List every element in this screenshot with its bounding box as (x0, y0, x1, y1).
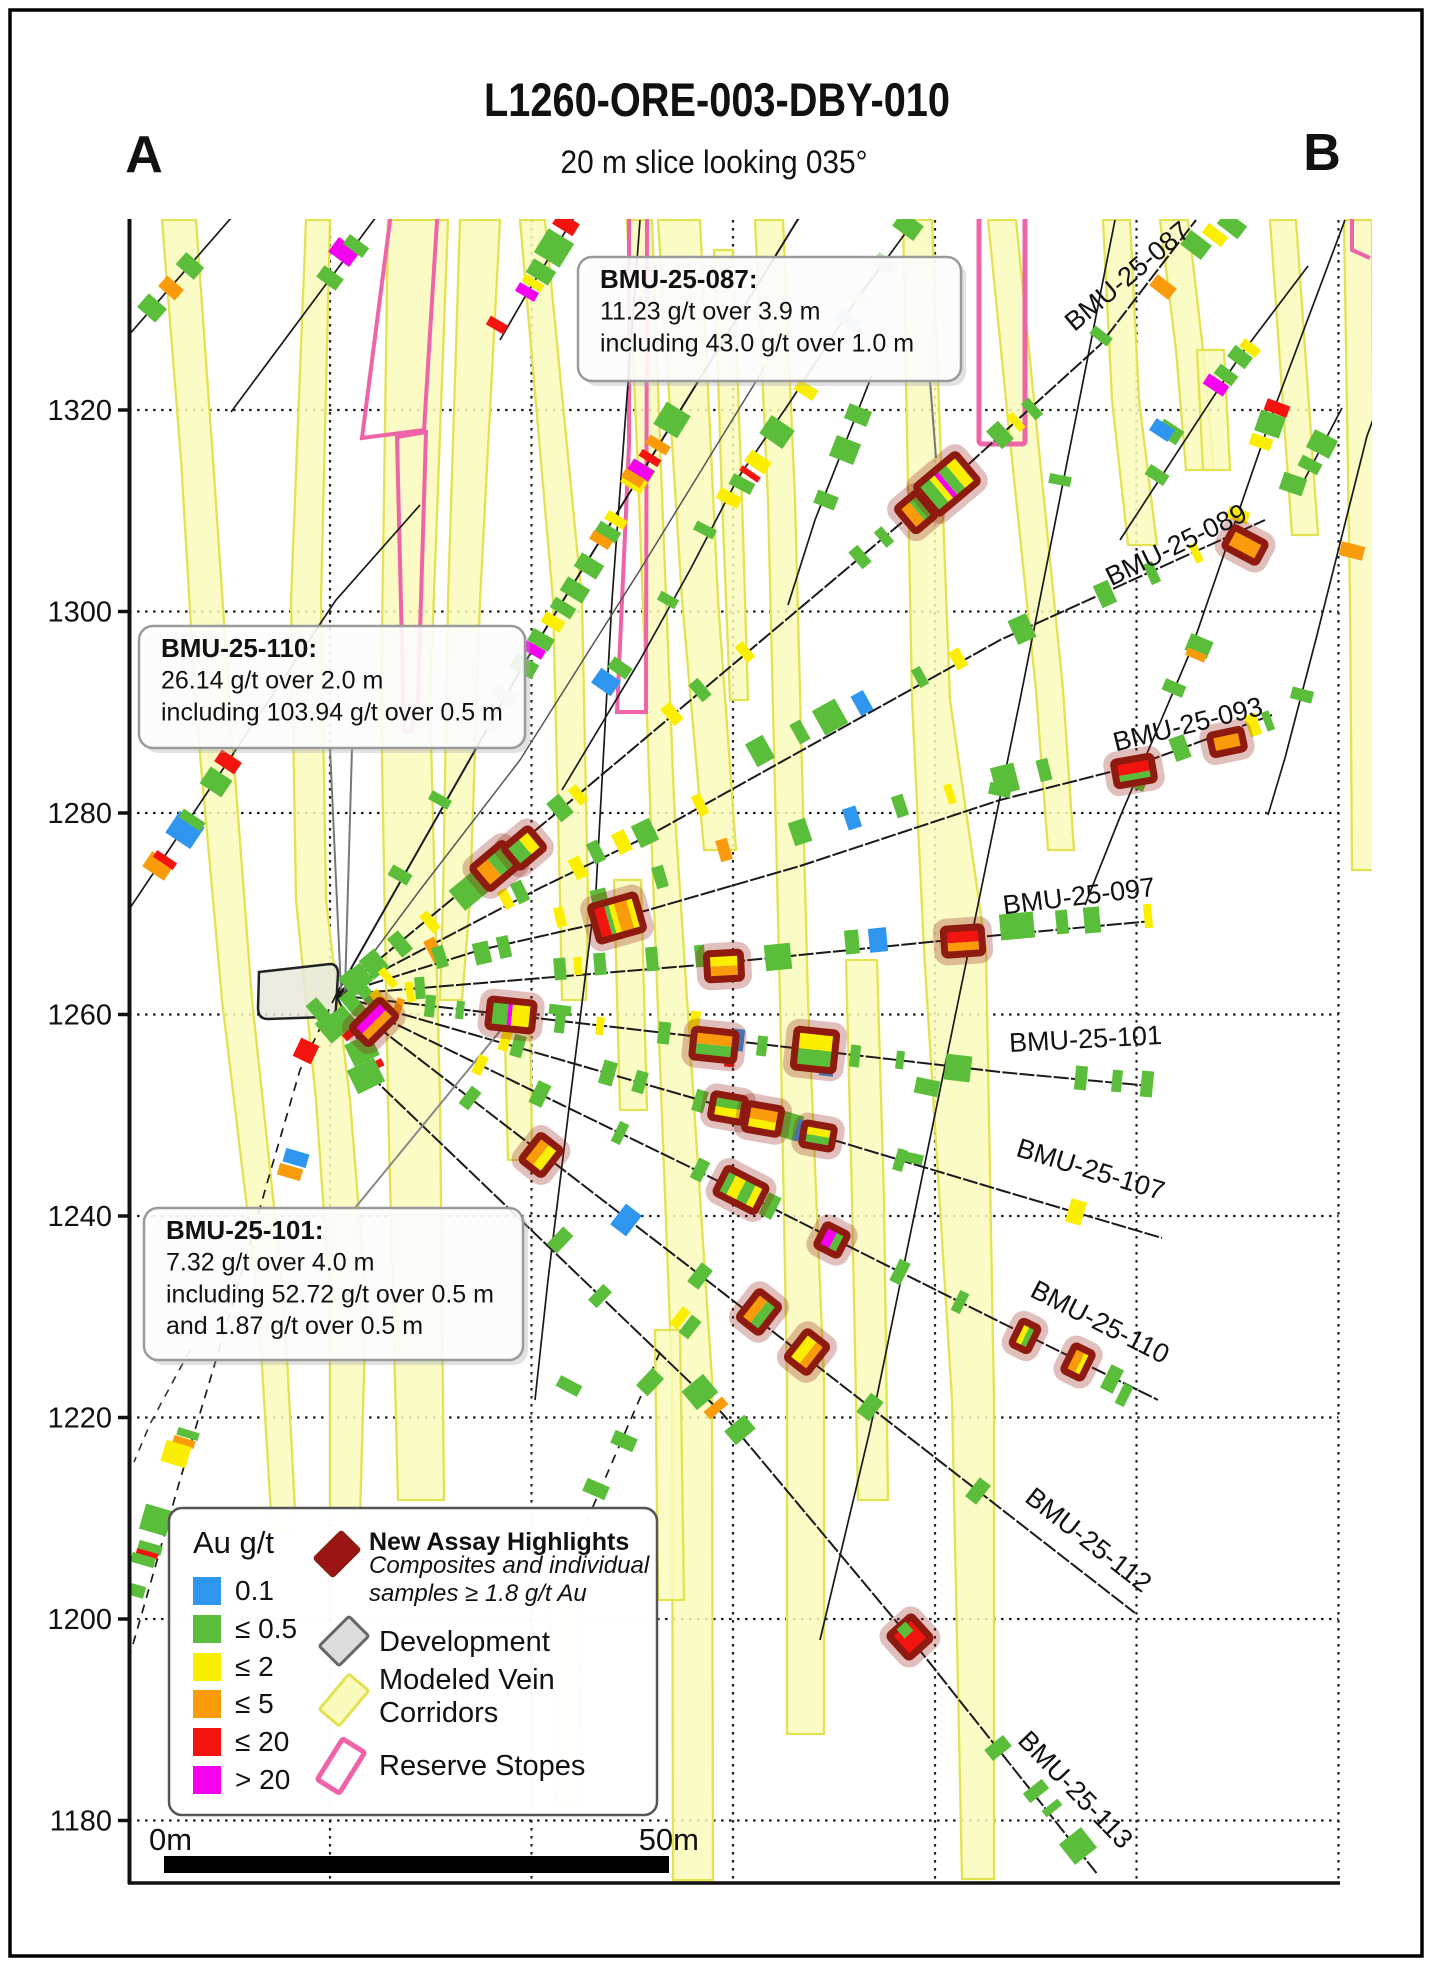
svg-text:50m: 50m (639, 1822, 699, 1857)
svg-text:1240: 1240 (47, 1201, 112, 1233)
svg-text:1320: 1320 (47, 395, 112, 427)
svg-text:0.1: 0.1 (235, 1575, 274, 1606)
svg-text:L1260-ORE-003-DBY-010: L1260-ORE-003-DBY-010 (484, 73, 950, 126)
svg-text:≤ 20: ≤ 20 (235, 1726, 289, 1757)
svg-text:Corridors: Corridors (379, 1697, 498, 1729)
svg-text:BMU-25-110:: BMU-25-110: (161, 633, 317, 663)
svg-text:and 1.87 g/t over 0.5 m: and 1.87 g/t over 0.5 m (166, 1312, 423, 1340)
svg-text:≤ 0.5: ≤ 0.5 (235, 1613, 297, 1644)
svg-text:Development: Development (379, 1626, 550, 1658)
svg-text:BMU-25-101:: BMU-25-101: (166, 1215, 324, 1245)
svg-text:A: A (125, 126, 163, 184)
svg-text:samples ≥ 1.8 g/t Au: samples ≥ 1.8 g/t Au (369, 1580, 587, 1607)
svg-text:Modeled Vein: Modeled Vein (379, 1664, 555, 1696)
svg-text:including 103.94 g/t over 0.5: including 103.94 g/t over 0.5 m (161, 698, 503, 726)
svg-text:1300: 1300 (47, 597, 112, 629)
svg-text:Reserve Stopes: Reserve Stopes (379, 1750, 585, 1782)
svg-text:1200: 1200 (47, 1604, 112, 1636)
svg-text:Au g/t: Au g/t (193, 1525, 274, 1560)
svg-text:20 m slice looking 035°: 20 m slice looking 035° (561, 144, 868, 180)
svg-text:≤ 2: ≤ 2 (235, 1651, 274, 1682)
svg-text:0m: 0m (149, 1822, 192, 1857)
svg-text:1260: 1260 (47, 1000, 112, 1032)
svg-text:26.14 g/t over 2.0 m: 26.14 g/t over 2.0 m (161, 667, 383, 695)
svg-text:11.23 g/t over 3.9 m: 11.23 g/t over 3.9 m (600, 298, 821, 326)
svg-text:1180: 1180 (50, 1806, 112, 1838)
svg-text:> 20: > 20 (235, 1764, 290, 1795)
svg-text:Composites and individual: Composites and individual (369, 1552, 650, 1579)
svg-text:B: B (1303, 124, 1341, 182)
svg-text:including 52.72 g/t over 0.5 m: including 52.72 g/t over 0.5 m (166, 1280, 494, 1308)
svg-text:New Assay Highlights: New Assay Highlights (369, 1528, 629, 1556)
svg-text:BMU-25-087:: BMU-25-087: (600, 264, 758, 294)
svg-text:including 43.0 g/t over 1.0 m: including 43.0 g/t over 1.0 m (600, 329, 914, 357)
svg-text:1280: 1280 (47, 798, 112, 830)
svg-text:≤ 5: ≤ 5 (235, 1688, 274, 1719)
svg-text:1220: 1220 (47, 1403, 112, 1435)
svg-text:7.32 g/t over 4.0 m: 7.32 g/t over 4.0 m (166, 1249, 374, 1277)
